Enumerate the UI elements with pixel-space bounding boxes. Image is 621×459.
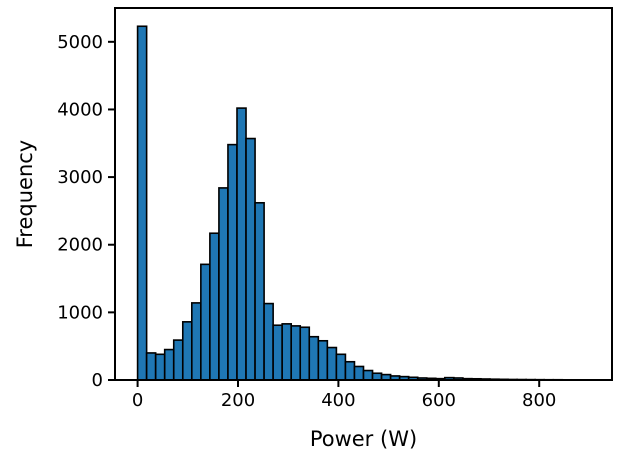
histogram-bar <box>272 324 283 381</box>
histogram-bar <box>299 326 311 381</box>
histogram-bar <box>335 353 347 381</box>
plot-frame <box>114 7 613 381</box>
x-tick-label: 200 <box>221 390 255 411</box>
histogram-bar <box>218 187 229 381</box>
y-axis-title: Frequency <box>13 140 37 249</box>
y-tick-label: 4000 <box>57 99 103 120</box>
histogram-bar <box>362 369 374 381</box>
x-tick-label: 800 <box>522 390 556 411</box>
y-ticks: 0 1000 2000 3000 4000 5000 <box>57 32 115 391</box>
histogram-bar <box>245 137 256 381</box>
x-tick-label: 600 <box>422 390 456 411</box>
x-tick-label: 400 <box>321 390 355 411</box>
x-ticks: 0 200 400 600 800 <box>132 380 556 411</box>
histogram-bar <box>163 348 175 381</box>
histogram-bar <box>353 365 365 381</box>
histogram-bar <box>181 321 193 381</box>
histogram-bar <box>145 352 157 381</box>
histogram-bar <box>209 232 220 381</box>
histogram-bar <box>227 143 238 381</box>
histogram-bar <box>371 372 383 381</box>
histogram-bar <box>254 201 265 381</box>
histogram-bar <box>281 323 293 381</box>
y-tick-label: 2000 <box>57 235 103 256</box>
histogram-bar <box>136 25 148 381</box>
bars-layer <box>136 25 591 381</box>
histogram-bar <box>326 346 338 381</box>
histogram-bar <box>344 360 356 381</box>
y-tick-label: 3000 <box>57 167 103 188</box>
x-axis-title: Power (W) <box>310 427 417 451</box>
histogram-bar <box>154 353 166 381</box>
histogram-bar <box>191 302 202 381</box>
histogram-bar <box>263 302 274 381</box>
y-tick-label: 1000 <box>57 302 103 323</box>
histogram-bar <box>200 263 211 381</box>
y-tick-label: 5000 <box>57 32 103 53</box>
y-tick-label: 0 <box>92 370 103 391</box>
histogram-bar <box>308 335 320 381</box>
x-tick-label: 0 <box>132 390 143 411</box>
histogram-bar <box>236 107 247 381</box>
histogram-bar <box>290 325 302 381</box>
histogram-bar <box>172 339 184 381</box>
histogram-bar <box>317 339 329 381</box>
